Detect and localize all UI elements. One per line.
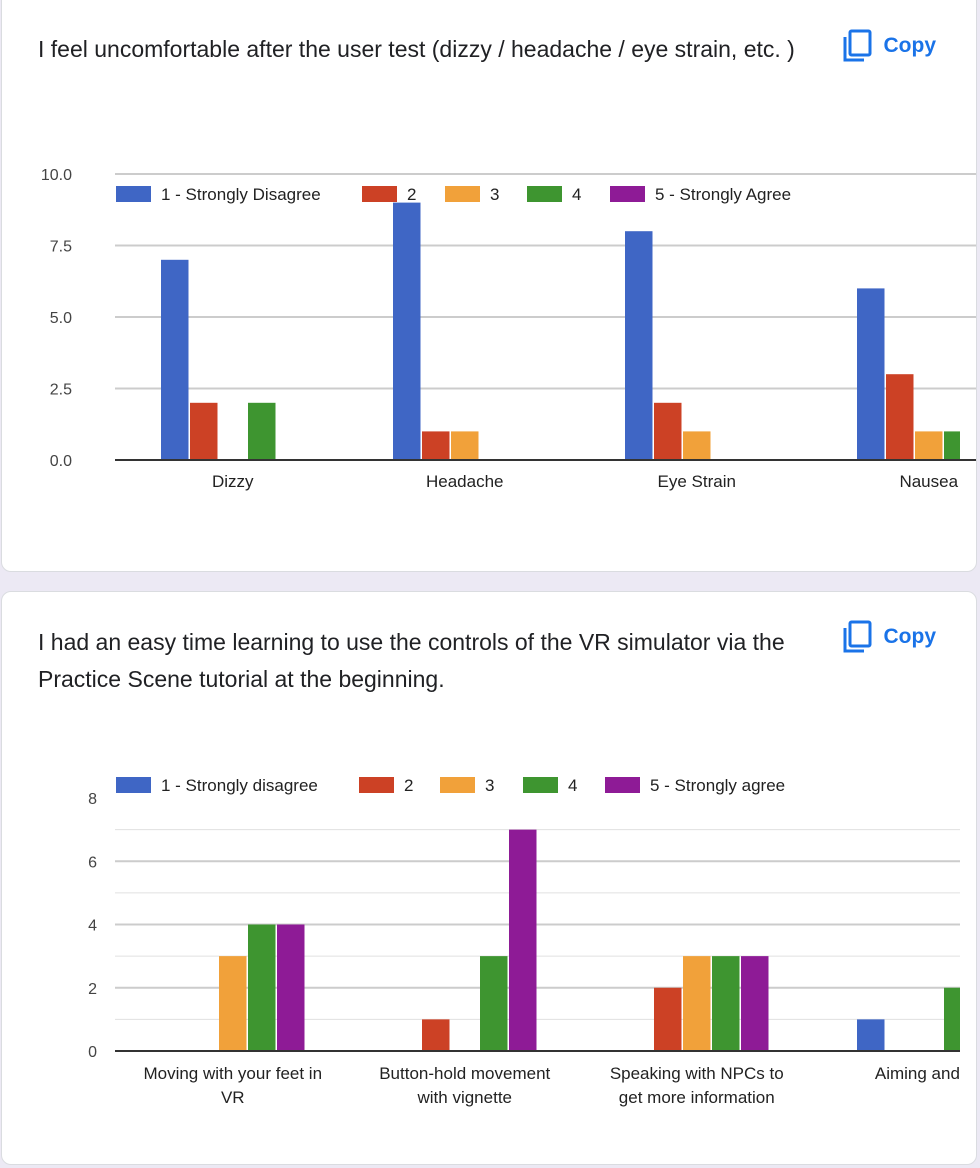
x-tick-labels: Dizzy Headache Eye Strain Nausea xyxy=(212,472,959,491)
bar-headache-2 xyxy=(422,431,450,460)
copy-icon xyxy=(842,29,872,63)
y-tick-label: 2.5 xyxy=(50,382,72,399)
copy-label: Copy xyxy=(883,625,937,648)
legend-label-5-strongly-agree: 5 - Strongly Agree xyxy=(655,185,791,204)
bar-headache-1-strongly-disagree xyxy=(393,202,421,460)
chart-uncomfortable: 0.0 2.5 5.0 7.5 10.0 1 - Strongly Disagree 2 3 4… xyxy=(41,167,976,491)
legend-label-3: 3 xyxy=(485,776,494,795)
bar-dizzy-1-strongly-disagree xyxy=(161,259,189,460)
bar-speaking-with-npcs-to-get-more-information-5-strongly-agree xyxy=(741,956,769,1051)
x-tick-label-dizzy: Dizzy xyxy=(212,472,254,491)
bar-button-hold-movement-with-vignette-2 xyxy=(422,1019,450,1051)
bar-button-hold-movement-with-vignette-5-strongly-agree xyxy=(509,829,537,1051)
bar-speaking-with-npcs-to-get-more-information-3 xyxy=(683,956,711,1051)
copy-label: Copy xyxy=(883,34,937,57)
bar-aiming-and-sh-1-strongly-disagree xyxy=(857,1019,885,1051)
bar-nausea-3 xyxy=(915,431,943,460)
question-title: I feel uncomfortable after the user test… xyxy=(38,36,795,62)
legend-label-5-strongly-agree: 5 - Strongly agree xyxy=(650,776,785,795)
y-tick-label: 10.0 xyxy=(41,167,72,184)
bar-speaking-with-npcs-to-get-more-information-4 xyxy=(712,956,740,1051)
bar-moving-with-your-feet-in-vr-3 xyxy=(219,956,247,1051)
legend: 1 - Strongly Disagree 2 3 4 5 - Strongly Agr… xyxy=(116,185,791,204)
legend-label-1-strongly-disagree: 1 - Strongly disagree xyxy=(161,776,318,795)
x-tick-label-speaking-with-npcs-to-get-more-information: Speaking with NPCs to get more informatio… xyxy=(610,1064,784,1107)
legend-swatch-2 xyxy=(362,186,397,202)
bar-dizzy-2 xyxy=(190,402,218,460)
bar-nausea-2 xyxy=(886,374,914,460)
legend-swatch-2 xyxy=(359,777,394,793)
legend-swatch-3 xyxy=(440,777,475,793)
bars xyxy=(161,202,960,460)
bar-eye-strain-3 xyxy=(683,431,711,460)
legend-label-2: 2 xyxy=(404,776,413,795)
bar-eye-strain-1-strongly-disagree xyxy=(625,231,653,460)
bar-moving-with-your-feet-in-vr-5-strongly-agree xyxy=(277,924,305,1051)
question-card-uncomfortable: I feel uncomfortable after the user test… xyxy=(1,0,977,572)
y-tick-label: 8 xyxy=(88,791,97,808)
legend-label-4: 4 xyxy=(572,185,581,204)
bar-headache-3 xyxy=(451,431,479,460)
y-tick-label: 0.0 xyxy=(50,453,72,470)
legend-label-1-strongly-disagree: 1 - Strongly Disagree xyxy=(161,185,321,204)
x-tick-label-headache: Headache xyxy=(426,472,504,491)
legend-label-3: 3 xyxy=(490,185,499,204)
question-title: I had an easy time learning to use the c… xyxy=(38,629,785,692)
y-tick-label: 6 xyxy=(88,854,97,871)
gridlines xyxy=(115,173,976,390)
x-tick-label-moving-with-your-feet-in-vr: Moving with your feet in VR xyxy=(143,1064,322,1107)
legend-swatch-4 xyxy=(527,186,562,202)
copy-button[interactable]: Copy xyxy=(842,29,937,63)
legend-label-2: 2 xyxy=(407,185,416,204)
legend-swatch-4 xyxy=(523,777,558,793)
y-tick-label: 2 xyxy=(88,981,97,998)
legend-swatch-1-strongly-disagree xyxy=(116,777,151,793)
question-card-controls: I had an easy time learning to use the c… xyxy=(1,591,977,1165)
bar-eye-strain-2 xyxy=(654,402,682,460)
x-tick-label-eye-strain: Eye Strain xyxy=(658,472,736,491)
legend-swatch-5-strongly-agree xyxy=(610,186,645,202)
y-tick-label: 0 xyxy=(88,1044,97,1061)
legend: 1 - Strongly disagree 2 3 4 5 - Strongly agr… xyxy=(115,765,960,805)
y-tick-label: 5.0 xyxy=(50,310,72,327)
bars xyxy=(219,829,960,1051)
y-tick-label: 4 xyxy=(88,918,97,935)
x-tick-label-aiming-and-sh: Aiming and sh xyxy=(875,1064,977,1083)
bar-nausea-4 xyxy=(944,431,960,460)
legend-swatch-3 xyxy=(445,186,480,202)
legend-swatch-5-strongly-agree xyxy=(605,777,640,793)
bar-aiming-and-sh-4 xyxy=(944,987,960,1051)
legend-swatch-1-strongly-disagree xyxy=(116,186,151,202)
bar-dizzy-4 xyxy=(248,402,276,460)
bar-button-hold-movement-with-vignette-4 xyxy=(480,956,508,1051)
chart-controls: 0 2 4 6 8 1 - Strongly disagree 2 3 4 5 - Strongl… xyxy=(88,765,977,1107)
bar-nausea-1-strongly-disagree xyxy=(857,288,885,460)
x-tick-label-button-hold-movement-with-vignette: Button-hold movement with vignette xyxy=(379,1064,550,1107)
bar-speaking-with-npcs-to-get-more-information-2 xyxy=(654,987,682,1051)
copy-button[interactable]: Copy xyxy=(842,620,937,654)
legend-label-4: 4 xyxy=(568,776,577,795)
bar-moving-with-your-feet-in-vr-4 xyxy=(248,924,276,1051)
x-tick-label-nausea: Nausea xyxy=(899,472,958,491)
x-tick-labels: Moving with your feet in VR Button-hold mo… xyxy=(143,1064,977,1107)
y-tick-label: 7.5 xyxy=(50,239,72,256)
copy-icon xyxy=(842,620,872,654)
